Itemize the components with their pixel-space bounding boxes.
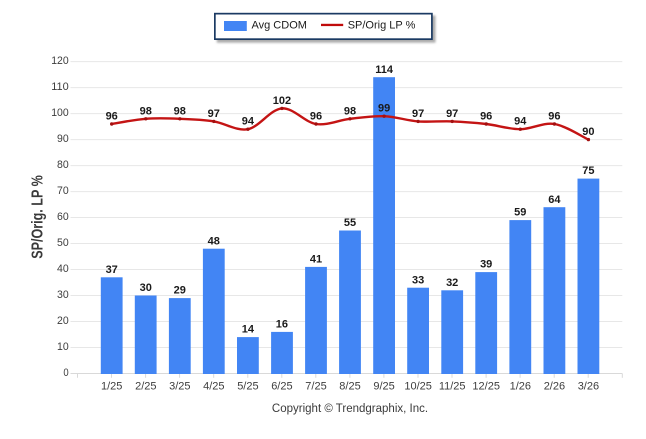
svg-text:90: 90 <box>582 126 594 138</box>
svg-text:48: 48 <box>208 235 220 247</box>
svg-text:97: 97 <box>208 108 220 120</box>
svg-text:70: 70 <box>57 185 69 197</box>
svg-text:98: 98 <box>174 105 186 117</box>
svg-text:29: 29 <box>174 285 186 297</box>
svg-text:12/25: 12/25 <box>472 381 500 393</box>
svg-text:7/25: 7/25 <box>305 381 326 393</box>
svg-text:4/25: 4/25 <box>203 381 224 393</box>
svg-text:40: 40 <box>57 263 69 275</box>
svg-text:2/26: 2/26 <box>544 381 565 393</box>
svg-text:94: 94 <box>514 116 527 128</box>
svg-text:64: 64 <box>548 194 561 206</box>
svg-text:102: 102 <box>273 95 291 107</box>
svg-text:3/25: 3/25 <box>169 381 190 393</box>
svg-text:100: 100 <box>51 107 69 119</box>
svg-text:1/26: 1/26 <box>510 381 531 393</box>
svg-text:99: 99 <box>378 103 390 115</box>
svg-text:30: 30 <box>140 282 152 294</box>
svg-text:96: 96 <box>106 111 118 123</box>
svg-text:75: 75 <box>582 165 594 177</box>
svg-text:9/25: 9/25 <box>373 381 394 393</box>
svg-text:97: 97 <box>412 108 424 120</box>
svg-text:114: 114 <box>375 64 394 76</box>
svg-text:96: 96 <box>480 111 492 123</box>
svg-text:14: 14 <box>242 324 255 336</box>
svg-text:3/26: 3/26 <box>578 381 599 393</box>
svg-text:0: 0 <box>63 367 68 379</box>
svg-text:8/25: 8/25 <box>339 381 360 393</box>
svg-text:94: 94 <box>242 116 255 128</box>
svg-text:120: 120 <box>51 55 69 67</box>
svg-text:59: 59 <box>514 207 526 219</box>
svg-text:1/25: 1/25 <box>101 381 122 393</box>
svg-text:37: 37 <box>106 264 118 276</box>
svg-text:5/25: 5/25 <box>237 381 258 393</box>
svg-text:39: 39 <box>480 259 492 271</box>
svg-text:10: 10 <box>57 341 69 353</box>
svg-text:30: 30 <box>57 289 69 301</box>
svg-text:110: 110 <box>51 81 69 93</box>
svg-text:16: 16 <box>276 319 288 331</box>
svg-text:Copyright © Trendgraphix, Inc.: Copyright © Trendgraphix, Inc. <box>272 403 428 415</box>
svg-text:Avg CDOM: Avg CDOM <box>252 20 307 32</box>
svg-text:80: 80 <box>57 159 69 171</box>
svg-text:98: 98 <box>344 105 356 117</box>
svg-text:SP/Orig LP %: SP/Orig LP % <box>348 20 416 32</box>
svg-text:2/25: 2/25 <box>135 381 156 393</box>
svg-text:98: 98 <box>140 105 152 117</box>
svg-text:33: 33 <box>412 274 424 286</box>
svg-text:96: 96 <box>548 111 560 123</box>
svg-text:10/25: 10/25 <box>404 381 432 393</box>
svg-text:97: 97 <box>446 108 458 120</box>
svg-text:55: 55 <box>344 217 356 229</box>
svg-text:20: 20 <box>57 315 69 327</box>
svg-text:6/25: 6/25 <box>271 381 292 393</box>
svg-text:32: 32 <box>446 277 458 289</box>
svg-text:SP/Orig. LP %: SP/Orig. LP % <box>29 175 46 259</box>
svg-text:60: 60 <box>57 211 69 223</box>
svg-text:90: 90 <box>57 133 69 145</box>
svg-text:11/25: 11/25 <box>439 381 466 393</box>
svg-text:50: 50 <box>57 237 69 249</box>
svg-text:96: 96 <box>310 111 322 123</box>
svg-text:41: 41 <box>310 254 322 266</box>
